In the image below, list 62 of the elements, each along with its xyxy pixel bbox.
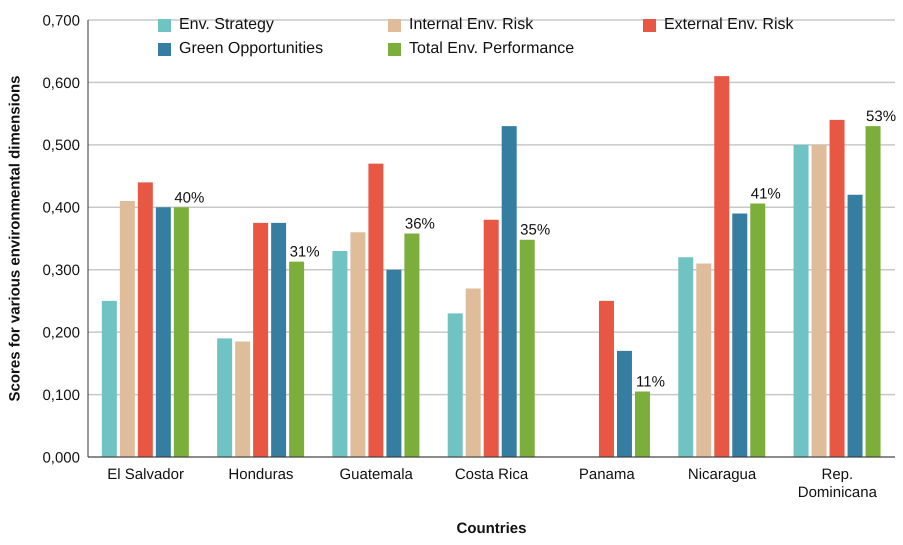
bar bbox=[253, 222, 268, 457]
bar bbox=[696, 263, 712, 457]
bar bbox=[484, 220, 499, 457]
bar bbox=[714, 76, 730, 457]
bar bbox=[866, 126, 881, 457]
bar bbox=[812, 144, 827, 457]
y-axis-title: Scores for various environmental dimensions bbox=[6, 76, 24, 402]
bar bbox=[794, 144, 809, 457]
x-tick-label: Nicaragua bbox=[688, 466, 757, 483]
bar bbox=[750, 204, 766, 457]
x-tick-label: Guatemala bbox=[340, 466, 414, 483]
data-label: 31% bbox=[290, 244, 320, 261]
x-tick-label: Panama bbox=[578, 466, 636, 483]
x-axis-title: Countries bbox=[456, 520, 527, 537]
y-tick-label: 0,600 bbox=[42, 74, 80, 92]
y-tick-label: 0,700 bbox=[42, 12, 80, 30]
y-tick-label: 0,300 bbox=[42, 262, 80, 280]
bar bbox=[174, 207, 189, 457]
legend-label: Green Opportunities bbox=[179, 40, 324, 58]
y-tick-label: 0,100 bbox=[42, 386, 80, 404]
y-tick-label: 0,500 bbox=[42, 137, 80, 154]
legend-label: Internal Env. Risk bbox=[409, 16, 534, 34]
bar bbox=[404, 234, 420, 457]
bar bbox=[598, 300, 614, 457]
bar bbox=[138, 182, 153, 457]
bar bbox=[634, 391, 650, 457]
bar bbox=[448, 313, 463, 457]
legend-label: Env. Strategy bbox=[179, 16, 274, 34]
data-label: 11% bbox=[636, 373, 665, 390]
bar bbox=[350, 232, 366, 457]
data-label: 35% bbox=[520, 222, 550, 239]
bar bbox=[830, 120, 845, 457]
bar bbox=[502, 126, 517, 457]
y-tick-label: 0,000 bbox=[42, 449, 80, 466]
x-tick-label: Rep. Dominicana bbox=[798, 466, 878, 501]
bar bbox=[386, 270, 402, 457]
bar bbox=[235, 342, 250, 457]
bar bbox=[848, 194, 863, 457]
x-tick-label: El Salvador bbox=[107, 466, 184, 483]
bar bbox=[732, 214, 748, 457]
legend-label: Total Env. Performance bbox=[409, 40, 574, 58]
y-tick-label: 0,400 bbox=[42, 200, 80, 217]
bar bbox=[520, 240, 535, 457]
bar bbox=[332, 250, 348, 457]
data-label: 53% bbox=[866, 108, 896, 126]
bar bbox=[271, 222, 286, 457]
y-tick-label: 0,200 bbox=[42, 324, 80, 342]
bar bbox=[466, 288, 481, 457]
bar bbox=[217, 338, 232, 457]
bar bbox=[102, 300, 117, 457]
data-label: 41% bbox=[750, 186, 781, 203]
legend-label: External Env. Risk bbox=[664, 16, 794, 34]
bar bbox=[120, 201, 135, 457]
data-label: 40% bbox=[174, 189, 204, 206]
bar bbox=[616, 350, 632, 457]
data-label: 36% bbox=[404, 216, 435, 233]
x-tick-label: Costa Rica bbox=[454, 466, 529, 483]
bar bbox=[678, 257, 694, 457]
bar bbox=[156, 207, 171, 457]
bar bbox=[368, 164, 384, 457]
bar bbox=[289, 262, 304, 457]
x-tick-label: Honduras bbox=[228, 466, 294, 483]
